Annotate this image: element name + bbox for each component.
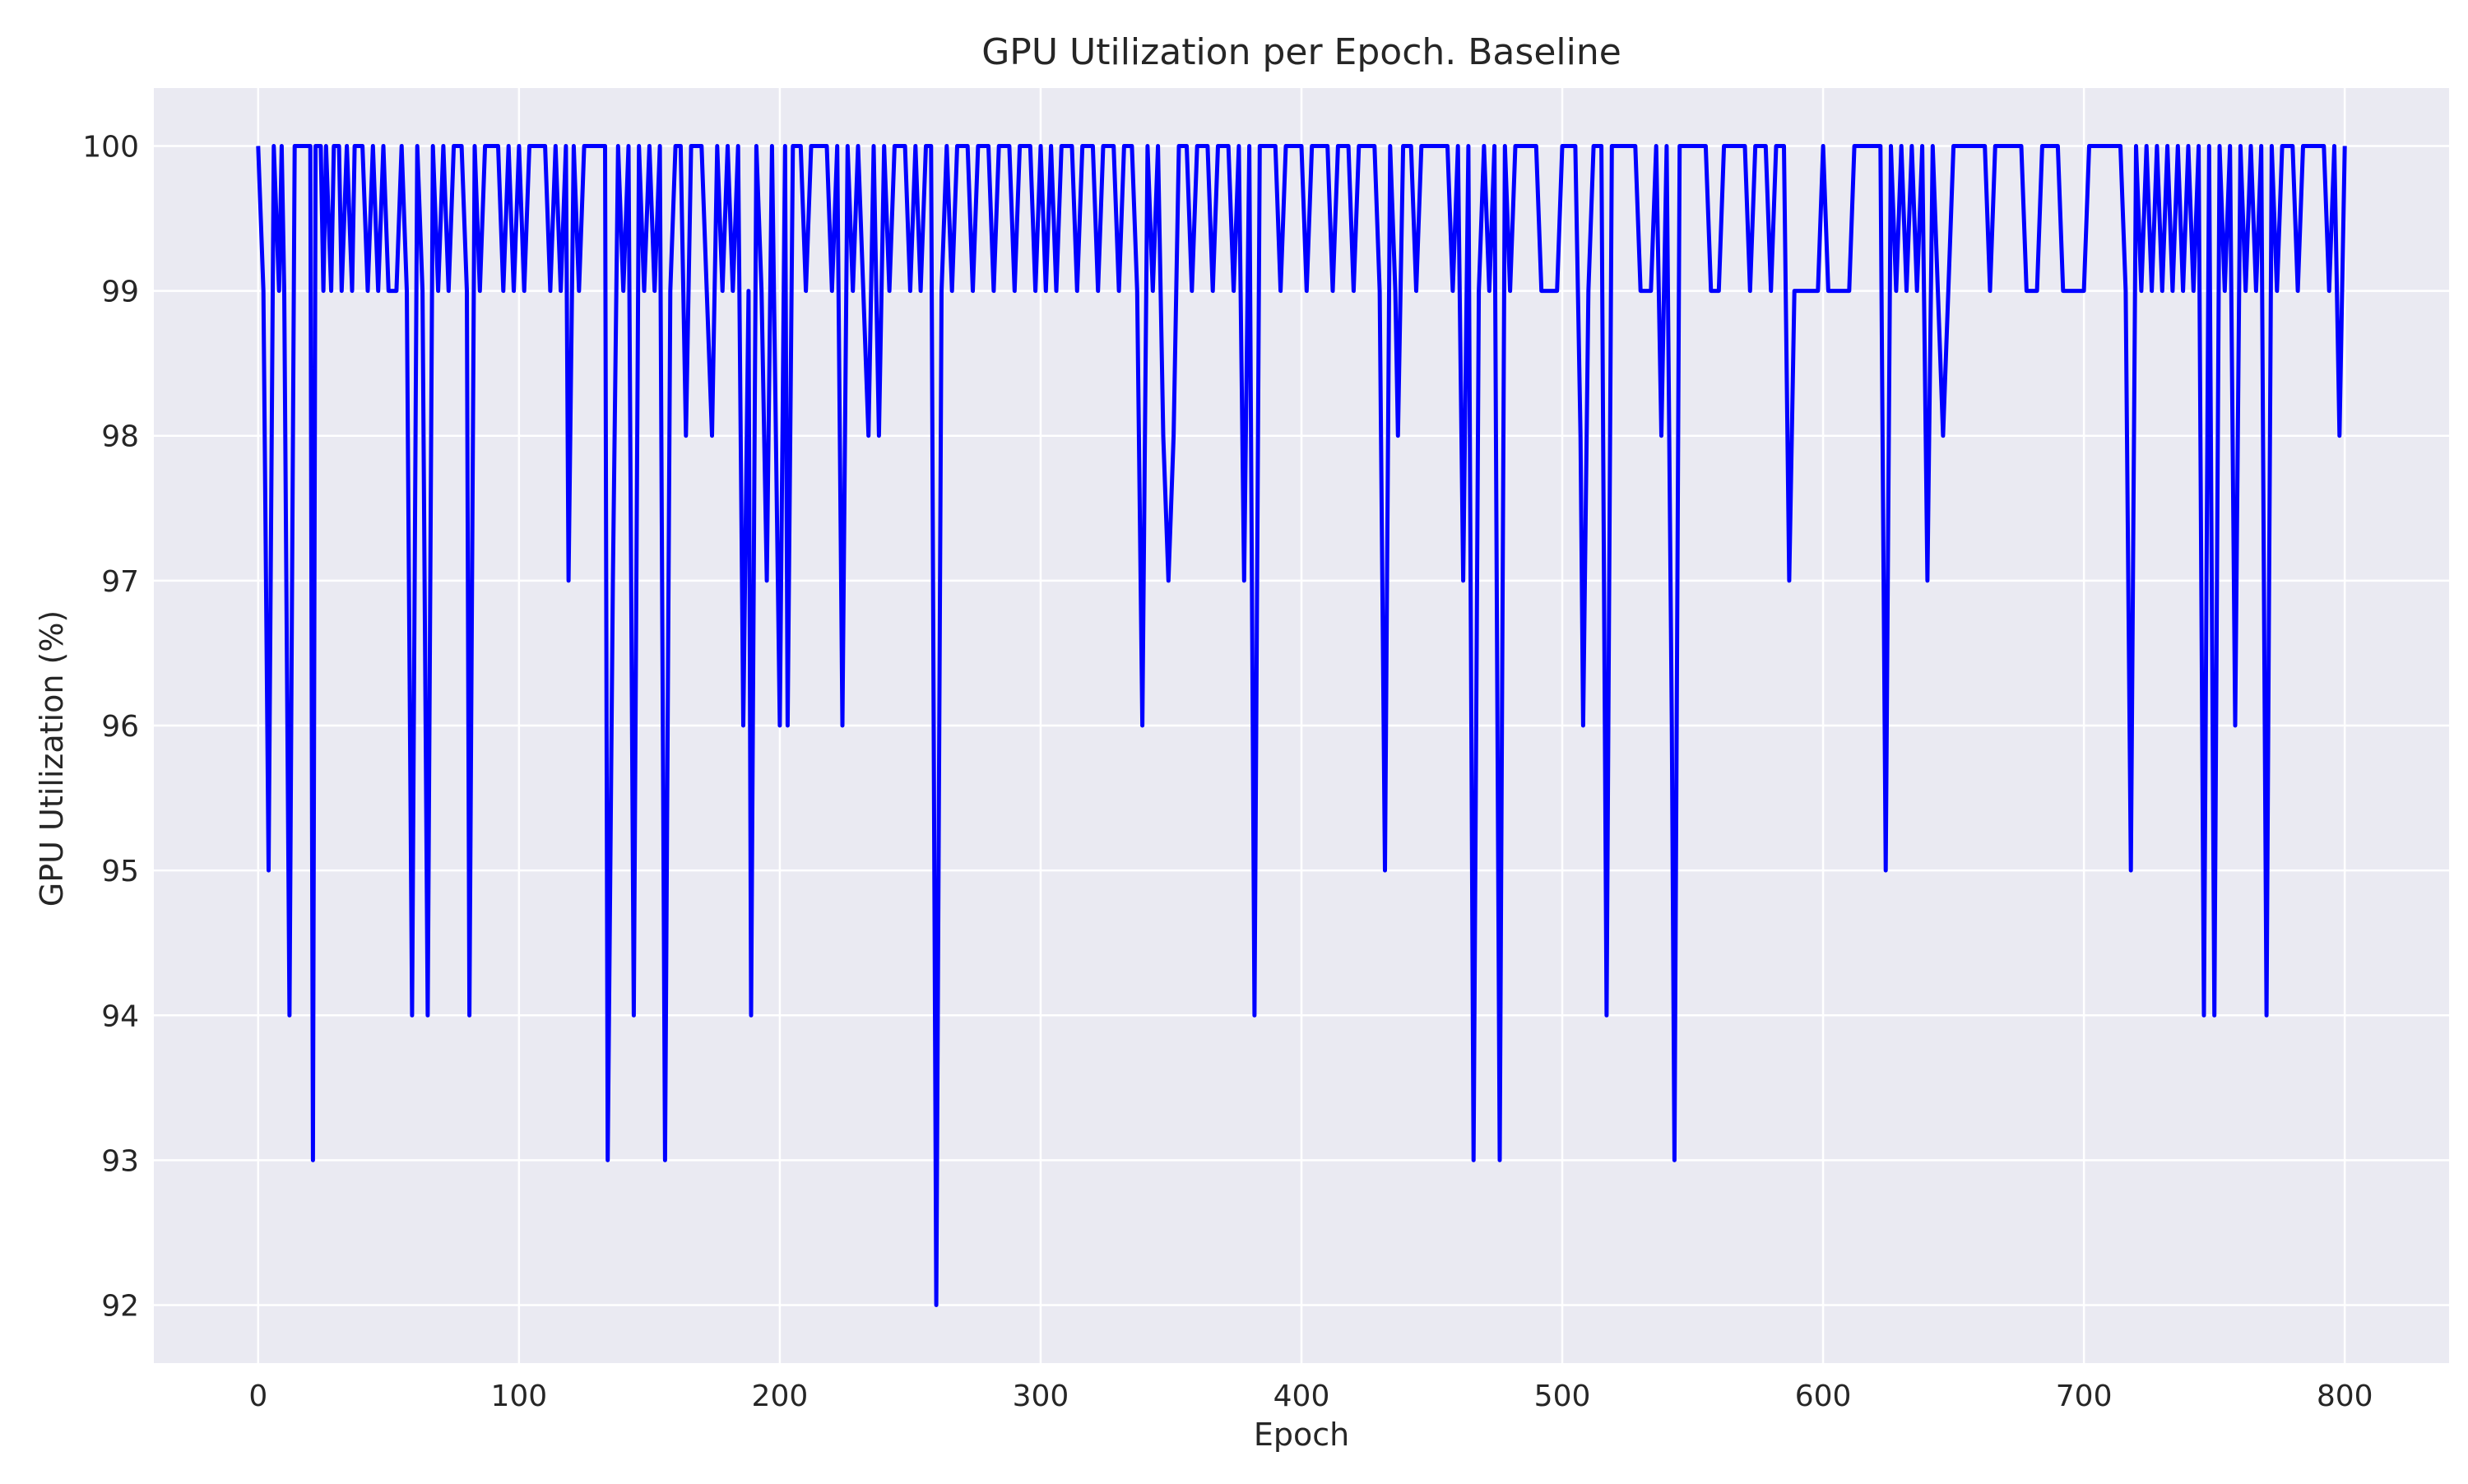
y-tick-label: 97 xyxy=(101,565,139,599)
x-tick-label: 0 xyxy=(248,1380,267,1413)
y-tick-label: 96 xyxy=(101,710,139,744)
x-tick-label: 800 xyxy=(2317,1380,2373,1413)
y-tick-label: 95 xyxy=(101,855,139,888)
y-tick-label: 98 xyxy=(101,420,139,454)
series-line xyxy=(256,144,2347,1307)
tick-labels: 0 100 200 300 400 500 600 700 800 92 93 94 95 96 97 98 9… xyxy=(82,130,2373,1413)
x-tick-label: 600 xyxy=(1795,1380,1852,1413)
x-tick-label: 100 xyxy=(491,1380,548,1413)
x-tick-label: 500 xyxy=(1534,1380,1591,1413)
x-tick-label: 200 xyxy=(752,1380,809,1413)
chart-title: GPU Utilization per Epoch. Baseline xyxy=(981,31,1621,73)
y-tick-label: 93 xyxy=(101,1144,139,1178)
x-tick-label: 700 xyxy=(2056,1380,2113,1413)
y-tick-label: 92 xyxy=(101,1290,139,1324)
y-tick-label: 94 xyxy=(101,999,139,1033)
x-axis-label: Epoch xyxy=(1254,1417,1349,1453)
y-tick-label: 99 xyxy=(101,276,139,309)
y-tick-label: 100 xyxy=(82,130,139,164)
x-tick-label: 300 xyxy=(1013,1380,1069,1413)
x-tick-label: 400 xyxy=(1273,1380,1330,1413)
grid-lines xyxy=(154,88,2449,1363)
y-axis-label: GPU Utilization (%) xyxy=(34,610,70,907)
series-layer xyxy=(256,144,2347,1307)
